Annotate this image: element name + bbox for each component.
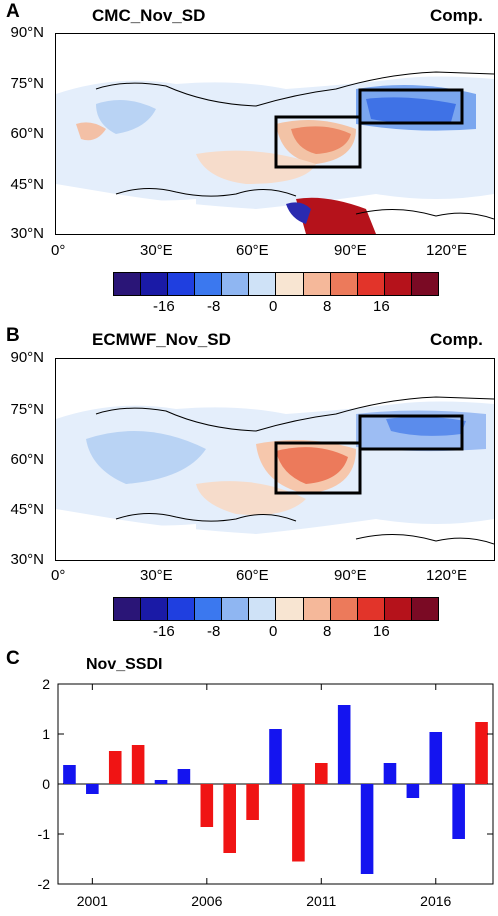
bar (383, 763, 397, 784)
lat-label-60: 60°N (10, 451, 44, 468)
bar (63, 765, 76, 784)
lat-label-60: 60°N (10, 125, 44, 142)
panel-a-title: CMC_Nov_SD (92, 6, 206, 25)
colorbar-a-swatch (384, 273, 412, 295)
colorbar-a-swatch (276, 273, 304, 295)
colorbar-b-swatch (276, 598, 304, 620)
colorbar-a-swatch (195, 273, 223, 295)
y-tick-label: -2 (38, 876, 51, 892)
panel-c-label: C (6, 648, 20, 669)
bar (269, 729, 282, 784)
colorbar-b-tick: 8 (323, 623, 332, 640)
panel-b-label: B (6, 325, 20, 346)
panel-a-comp: Comp. (430, 6, 483, 25)
colorbar-b-tick: 16 (373, 623, 390, 640)
map-a (55, 33, 495, 235)
lon-label-30e: 30°E (140, 242, 173, 259)
lon-label-0: 0° (51, 567, 66, 584)
colorbar-a-swatch (168, 273, 196, 295)
colorbar-a-swatch (114, 273, 142, 295)
lat-label-75: 75°N (10, 75, 44, 92)
bar (108, 751, 122, 784)
lat-label-45: 45°N (10, 176, 44, 193)
bar (452, 784, 465, 839)
x-tick-label: 2011 (306, 893, 336, 909)
bar (360, 784, 374, 874)
panel-a-label: A (6, 1, 20, 22)
colorbar-b-tick: 0 (269, 623, 278, 640)
bar (337, 705, 351, 784)
lon-label-0: 0° (51, 242, 66, 259)
colorbar-a-swatch (303, 273, 331, 295)
colorbar-b-swatch (141, 598, 169, 620)
colorbar-b-swatch (168, 598, 196, 620)
bar (200, 784, 214, 827)
ssdi-bar-chart: 2 1 0 -1 -2 2001 2006 2011 2016 (38, 676, 494, 909)
colorbar-b-swatch (357, 598, 385, 620)
lon-label-90e: 90°E (334, 567, 367, 584)
colorbar-a-swatch (249, 273, 277, 295)
bar (314, 763, 328, 784)
lon-label-120e: 120°E (426, 242, 468, 259)
bar (177, 769, 191, 784)
bar (223, 784, 237, 853)
bar (292, 784, 305, 862)
colorbar-b-swatch (330, 598, 358, 620)
lat-label-90: 90°N (10, 24, 44, 41)
lon-label-60e: 60°E (236, 242, 269, 259)
lon-label-120e: 120°E (426, 567, 468, 584)
colorbar-a-swatch (141, 273, 169, 295)
x-tick-label: 2016 (420, 893, 451, 909)
colorbar-b-swatch (249, 598, 277, 620)
colorbar-a-swatch (330, 273, 358, 295)
y-tick-label: 1 (42, 726, 50, 742)
lat-label-90: 90°N (10, 349, 44, 366)
x-tick-label: 2006 (191, 893, 222, 909)
lat-label-30: 30°N (10, 225, 44, 242)
bar (154, 780, 168, 784)
colorbar-a-tick: 8 (323, 298, 332, 315)
colorbar-b-swatch (411, 598, 438, 620)
y-tick-label: 2 (42, 676, 50, 692)
colorbar-b-swatch (195, 598, 223, 620)
lat-label-30: 30°N (10, 551, 44, 568)
colorbar-a-tick: -8 (207, 298, 221, 315)
colorbar-b-tick: -16 (153, 623, 175, 640)
panel-b-title: ECMWF_Nov_SD (92, 330, 231, 349)
x-tick-label: 2001 (77, 893, 108, 909)
bar (406, 784, 420, 798)
lat-label-75: 75°N (10, 401, 44, 418)
lon-label-90e: 90°E (334, 242, 367, 259)
map-b (55, 358, 495, 561)
colorbar-b-swatch (303, 598, 331, 620)
panel-c-title: Nov_SSDI (86, 656, 163, 673)
bar (429, 732, 443, 784)
colorbar-a-tick: 16 (373, 298, 390, 315)
map-b-field (56, 396, 494, 560)
colorbar-a (113, 272, 439, 296)
colorbar-a-tick: -16 (153, 298, 175, 315)
colorbar-a-swatch (411, 273, 438, 295)
colorbar-a-tick: 0 (269, 298, 278, 315)
lon-label-60e: 60°E (236, 567, 269, 584)
y-tick-label: -1 (38, 826, 51, 842)
colorbar-b-swatch (384, 598, 412, 620)
y-tick-label: 0 (42, 776, 50, 792)
colorbar-b (113, 597, 439, 621)
colorbar-a-swatch (222, 273, 250, 295)
colorbar-b-swatch (222, 598, 250, 620)
colorbar-a-swatch (357, 273, 385, 295)
bar (86, 784, 99, 794)
bar (475, 722, 488, 784)
colorbar-b-tick: -8 (207, 623, 221, 640)
colorbar-b-swatch (114, 598, 142, 620)
lat-label-45: 45°N (10, 501, 44, 518)
lon-label-30e: 30°E (140, 567, 173, 584)
bar (131, 745, 145, 784)
bar (246, 784, 259, 820)
map-a-field (56, 71, 494, 234)
panel-b-comp: Comp. (430, 330, 483, 349)
